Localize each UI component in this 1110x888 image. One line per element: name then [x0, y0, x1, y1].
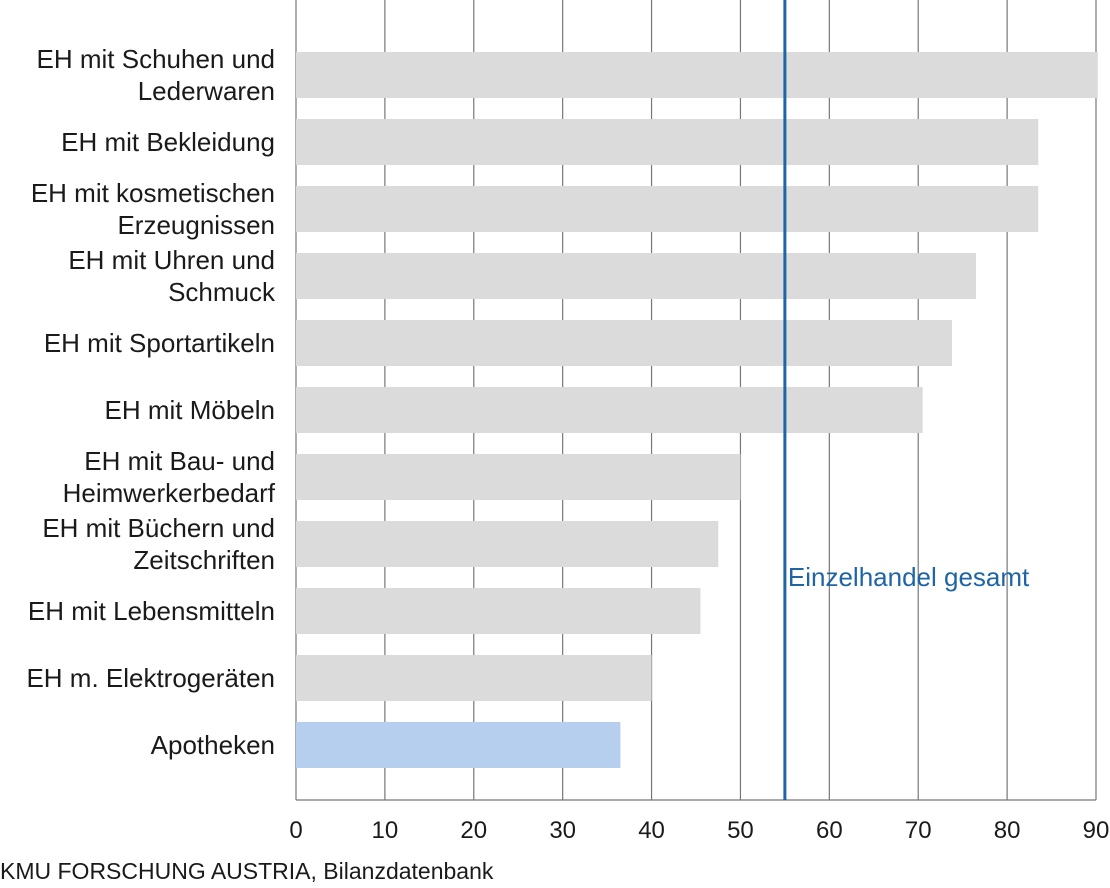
category-label-3: EH mit Uhren und Schmuck: [68, 245, 276, 307]
x-tick-label-20: 20: [460, 817, 487, 844]
x-tick-label-0: 0: [289, 817, 302, 844]
bar-4: [296, 320, 952, 366]
bar-1: [296, 119, 1039, 165]
x-tick-label-40: 40: [638, 817, 665, 844]
bar-9: [296, 655, 652, 701]
bar-0: [296, 52, 1098, 98]
category-label-0: EH mit Schuhen und Lederwaren: [37, 44, 275, 106]
source-note: KMU FORSCHUNG AUSTRIA, Bilanzdatenbank: [0, 858, 494, 884]
category-label-2: EH mit kosmetischen Erzeugnissen: [31, 178, 275, 240]
bar-6: [296, 454, 741, 500]
category-label-4: EH mit Sportartikeln: [44, 328, 275, 358]
bar-chart: 0 10 20 30 40 50 60 70 80 90 EH mit Schuhen und Led…: [26, 0, 1110, 844]
category-label-7: EH mit Büchern und Zeitschriften: [42, 513, 275, 575]
x-tick-label-80: 80: [994, 817, 1021, 844]
bar-8: [296, 588, 701, 634]
x-tick-label-60: 60: [816, 817, 843, 844]
bar-5: [296, 387, 923, 433]
category-label-9: EH m. Elektrogeräten: [26, 663, 275, 693]
x-tick-label-50: 50: [727, 817, 754, 844]
category-label-6: EH mit Bau- und Heimwerkerbedarf: [63, 446, 276, 508]
x-tick-label-70: 70: [905, 817, 932, 844]
x-tick-label-30: 30: [549, 817, 576, 844]
category-label-8: EH mit Lebensmitteln: [28, 596, 275, 626]
reference-line-label: Einzelhandel gesamt: [788, 562, 1030, 592]
category-label-1: EH mit Bekleidung: [61, 127, 275, 157]
bar-7: [296, 521, 719, 567]
bar-2: [296, 186, 1039, 232]
x-tick-label-10: 10: [372, 817, 399, 844]
bar-3: [296, 253, 976, 299]
x-tick-label-90: 90: [1083, 817, 1110, 844]
category-label-10: Apotheken: [151, 730, 275, 760]
category-label-5: EH mit Möbeln: [105, 395, 276, 425]
bar-10: [296, 722, 621, 768]
